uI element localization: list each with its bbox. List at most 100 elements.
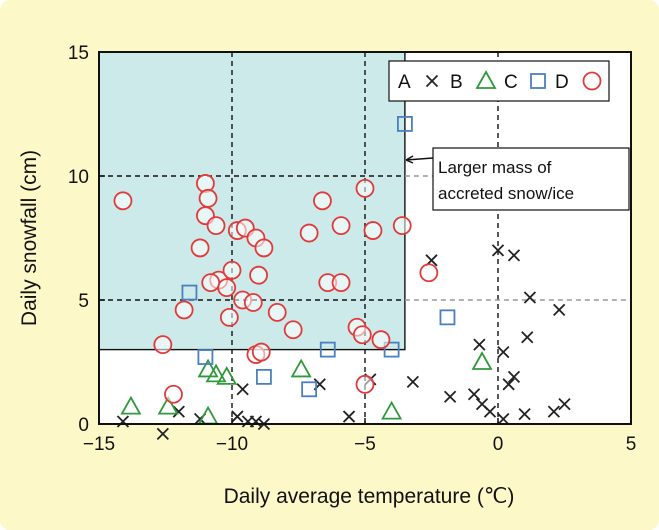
y-tick-label: 0 [78,415,89,436]
y-axis-label: Daily snowfall (cm) [18,150,41,326]
data-point-A [547,405,560,418]
data-point-D [355,178,375,198]
data-points [113,116,571,441]
annotation-line-1: Larger mass of [438,158,552,177]
data-point-A [172,405,185,418]
data-point-B [290,358,312,378]
data-point-A [507,370,521,384]
legend-label: C [504,72,518,93]
axis-ticks: −15 −10 −5 0 5 0 5 10 15 [68,43,636,455]
data-point-C [383,341,400,358]
data-point-A [507,249,521,262]
marker-stroke [425,74,439,88]
data-point-D [219,307,239,327]
legend-label: A [398,72,411,93]
marker-stroke [491,244,505,257]
data-point-A [249,415,263,428]
data-point-B [471,351,493,370]
data-point-A [116,415,130,428]
y-tick-label: 10 [68,167,89,188]
data-point-D [267,302,287,322]
data-point-A [406,375,420,388]
series-A [116,244,571,441]
data-point-A [558,398,571,411]
x-axis-label: Daily average temperature (℃) [224,485,515,508]
data-point-D [164,384,183,404]
data-point-C [301,381,318,398]
data-point-D [363,221,383,240]
marker-stroke [467,388,481,401]
marker-stroke [547,405,560,418]
data-point-A [497,412,510,426]
data-point-D [222,260,242,280]
data-point-D [352,325,372,345]
data-point-B [205,363,227,383]
data-point-A [473,338,486,351]
x-tick-label: −10 [216,434,248,455]
x-tick-label: 0 [493,434,504,455]
data-point-D [198,188,218,208]
marker-stroke [172,405,185,418]
data-point-A [467,388,481,401]
data-point-D [331,273,351,293]
marker-stroke [497,345,510,359]
data-point-B [197,358,219,378]
data-point-A [483,405,497,418]
data-point-D [174,300,194,320]
data-point-A [443,390,457,403]
data-point-D [419,263,439,283]
data-point-C [256,368,272,385]
data-point-D [283,320,303,340]
annotation: Larger mass of accreted snow/ice [405,147,630,211]
data-point-D [392,216,412,236]
data-point-A [497,345,510,359]
data-point-A [502,378,515,391]
data-point-A [342,410,356,423]
series-D [113,174,439,404]
marker-stroke [553,303,566,317]
y-tick-label: 15 [68,43,89,64]
data-point-A [523,291,537,304]
legend-marker [475,70,497,89]
marker-stroke [502,378,515,391]
data-point-B [120,395,142,415]
data-point-D [217,278,237,298]
marker-stroke [518,407,531,421]
marker-stroke [483,405,497,418]
y-tick-label: 5 [78,291,89,312]
data-point-D [254,238,274,258]
data-point-A [236,383,249,396]
data-point-B [381,400,403,420]
data-point-A [553,303,566,317]
marker-stroke [231,410,244,423]
data-point-D [243,293,263,312]
data-point-D [201,273,221,293]
marker-stroke [236,383,249,396]
legend-label: B [450,72,463,93]
marker-stroke [249,415,263,428]
data-point-B [157,395,179,415]
legend: A B C D [388,60,610,102]
data-point-A [156,427,169,441]
marker-stroke [521,331,534,344]
data-point-D [371,330,391,350]
x-tick-label: −15 [83,434,115,455]
data-point-C [181,284,198,301]
legend-box [388,60,610,102]
marker-stroke [507,370,521,384]
legend-label: D [555,72,569,93]
data-point-D [355,374,375,394]
marker-stroke [342,410,356,423]
data-point-A [521,331,534,344]
data-point-A [518,407,531,421]
marker-stroke [473,338,486,351]
data-point-D [331,216,351,236]
data-point-D [190,238,210,258]
marker-stroke [507,249,521,262]
data-point-C [439,309,456,326]
marker-stroke [116,415,130,428]
marker-stroke [406,375,420,388]
marker-stroke [443,390,457,403]
